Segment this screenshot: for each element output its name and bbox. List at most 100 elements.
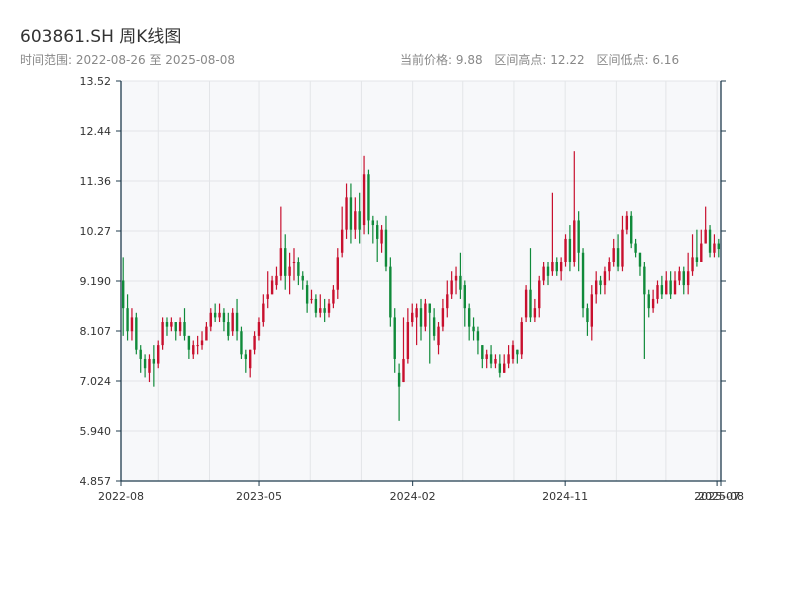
candle-body xyxy=(143,358,147,369)
candle-body xyxy=(498,363,502,373)
candle-body xyxy=(612,248,615,262)
y-tick-label: 10.27 xyxy=(80,225,112,238)
candle-body xyxy=(279,248,283,276)
candle-body xyxy=(503,363,506,373)
range-end: 2025-08-08 xyxy=(165,53,236,67)
x-tick-label: 2025-08 xyxy=(698,490,744,503)
range-high-value: 12.22 xyxy=(550,53,585,67)
candle-body xyxy=(608,261,611,272)
candle-body xyxy=(599,280,602,286)
candle-body xyxy=(717,243,721,250)
candle-body xyxy=(542,266,545,281)
candle-body xyxy=(459,275,462,290)
candle-body xyxy=(332,289,335,304)
y-axis-ticks: 13.52 12.44 11.36 10.27 9.190 8.107 7.024 5.940… xyxy=(80,75,726,488)
candle-body xyxy=(358,211,361,230)
range-low-value: 6.16 xyxy=(652,53,680,67)
candle-body xyxy=(297,261,300,276)
candle-body xyxy=(467,308,471,327)
candle-body xyxy=(704,229,707,244)
candle-body xyxy=(174,322,177,332)
candle-body xyxy=(713,243,716,253)
candle-body xyxy=(121,280,125,309)
candle-body xyxy=(257,322,261,336)
candle-body xyxy=(411,312,414,323)
candle-body xyxy=(651,298,655,309)
candle-body xyxy=(450,280,453,295)
candle-body xyxy=(603,271,607,286)
candle-body xyxy=(284,248,287,276)
candle-body xyxy=(573,220,576,262)
range-start: 2022-08-26 xyxy=(75,53,146,67)
candle-body xyxy=(200,340,204,346)
x-axis-ticks: 2022-08 2023-05 2024-02 2024-11 2025-072025-… xyxy=(98,481,744,503)
candle-body xyxy=(441,308,445,327)
candle-body xyxy=(362,174,366,226)
candle-body xyxy=(305,285,309,304)
candle-body xyxy=(218,312,221,318)
price-stats: 当前价格: 9.88 区间高点: 12.22 区间低点: 6.16 xyxy=(400,51,679,68)
candle-body xyxy=(546,266,550,276)
candle-body xyxy=(625,215,629,230)
candle-body xyxy=(586,308,589,323)
candle-body xyxy=(270,280,274,295)
candle-body xyxy=(183,322,186,336)
candle-body xyxy=(319,308,322,313)
candle-body xyxy=(222,312,226,323)
candle-body xyxy=(187,335,191,350)
candle-body xyxy=(691,257,694,272)
candle-body xyxy=(327,303,331,313)
candle-body xyxy=(594,280,598,295)
candle-body xyxy=(248,349,252,369)
x-tick-label: 2024-02 xyxy=(390,490,436,503)
candle-body xyxy=(673,280,677,295)
candles xyxy=(121,151,721,421)
candle-body xyxy=(533,308,537,318)
candle-body xyxy=(520,322,523,355)
candle-body xyxy=(415,308,418,318)
candle-body xyxy=(485,354,488,359)
candle-body xyxy=(577,220,580,253)
candle-body xyxy=(529,289,532,318)
candle-body xyxy=(686,271,690,286)
candle-body xyxy=(516,349,519,355)
candle-body xyxy=(196,345,199,347)
candle-body xyxy=(292,261,296,263)
candle-body xyxy=(678,271,681,281)
candle-body xyxy=(472,326,475,332)
y-tick-label: 4.857 xyxy=(80,475,112,488)
candle-body xyxy=(288,266,291,276)
candle-body xyxy=(564,238,567,262)
candle-body xyxy=(638,252,642,267)
candle-body xyxy=(428,303,431,313)
candle-body xyxy=(314,298,318,313)
candle-body xyxy=(643,266,646,295)
candle-body xyxy=(240,331,243,355)
range-label: 时间范围: xyxy=(20,53,73,67)
candle-body xyxy=(656,285,659,299)
candle-body xyxy=(621,229,624,267)
candle-body xyxy=(555,261,558,272)
candle-body xyxy=(389,266,392,318)
candle-body xyxy=(384,229,388,267)
x-tick-label: 2023-05 xyxy=(236,490,282,503)
current-price-label: 当前价格: xyxy=(400,53,453,67)
candle-body xyxy=(393,317,396,359)
candle-body xyxy=(340,229,344,253)
candle-body xyxy=(402,358,405,383)
y-tick-label: 9.190 xyxy=(80,275,112,288)
candle-body xyxy=(708,229,712,253)
candle-body xyxy=(135,317,138,350)
chart-header: 603861.SH 周K线图 时间范围: 2022-08-26 至 2025-0… xyxy=(0,0,800,75)
y-tick-label: 7.024 xyxy=(80,375,112,388)
candle-body xyxy=(559,261,563,272)
candle-body xyxy=(419,308,423,327)
candle-body xyxy=(178,322,182,332)
candle-body xyxy=(345,197,348,230)
chart-title: 603861.SH 周K线图 xyxy=(20,27,182,47)
candle-body xyxy=(310,298,313,300)
candle-body xyxy=(139,349,142,359)
candle-body xyxy=(157,345,160,364)
candle-body xyxy=(454,275,458,281)
